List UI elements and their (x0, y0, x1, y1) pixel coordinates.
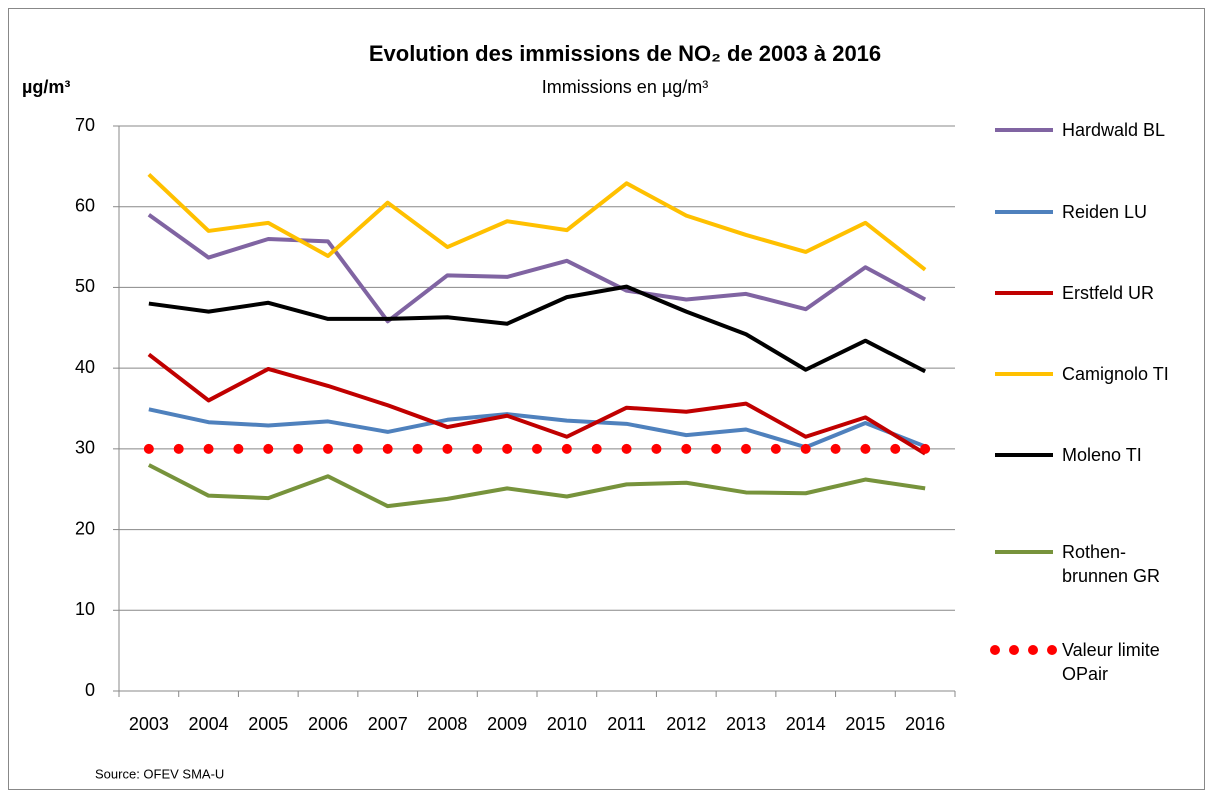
y-tick-label: 10 (75, 599, 95, 619)
legend-entry: Moleno TI (990, 443, 1142, 467)
x-tick-label: 2003 (129, 714, 169, 734)
legend-swatch (995, 453, 1053, 457)
legend-swatch (990, 645, 1058, 655)
y-tick-label: 60 (75, 195, 95, 215)
legend-entry: Reiden LU (990, 200, 1147, 224)
legend-label: Moleno TI (1062, 445, 1142, 465)
x-tick-label: 2009 (487, 714, 527, 734)
source-note: Source: OFEV SMA-U (95, 766, 224, 781)
legend-entry: Hardwald BL (990, 118, 1165, 142)
y-tick-label: 70 (75, 115, 95, 135)
series-line (148, 407, 926, 450)
legend-entry: Valeur limite OPair (990, 638, 1160, 686)
x-tick-label: 2010 (547, 714, 587, 734)
series-line (148, 284, 927, 374)
legend-label: Rothen- brunnen GR (1062, 542, 1161, 586)
legend-label: Erstfeld UR (1062, 283, 1155, 303)
series-line (147, 463, 926, 509)
y-tick-label: 0 (85, 680, 95, 700)
x-tick-label: 2014 (786, 714, 826, 734)
x-tick-label: 2007 (368, 714, 408, 734)
legend-swatch (995, 550, 1053, 554)
y-tick-label: 20 (75, 518, 95, 538)
chart-title: Evolution des immissions de NO₂ de 2003 … (369, 41, 881, 66)
x-tick-label: 2013 (726, 714, 766, 734)
y-axis-label: µg/m³ (22, 77, 70, 97)
y-tick-label: 30 (75, 438, 95, 458)
legend-swatch (995, 210, 1053, 214)
series-line (147, 213, 927, 324)
x-tick-label: 2011 (607, 714, 646, 734)
legend-label: Hardwald BL (1062, 120, 1166, 140)
x-tick-label: 2004 (189, 714, 229, 734)
legend-swatch (995, 291, 1053, 295)
y-tick-label: 40 (75, 357, 95, 377)
y-tick-label: 50 (75, 276, 95, 296)
x-tick-label: 2006 (308, 714, 348, 734)
legend-entry: Erstfeld UR (990, 281, 1154, 305)
x-tick-label: 2015 (845, 714, 885, 734)
series-line (147, 172, 927, 272)
series-line (147, 352, 927, 456)
legend-label: Valeur limite OPair (1062, 640, 1160, 684)
x-tick-label: 2005 (248, 714, 288, 734)
x-tick-label: 2012 (666, 714, 706, 734)
legend-swatch (995, 372, 1053, 376)
x-tick-label: 2016 (905, 714, 945, 734)
legend-entry: Rothen- brunnen GR (990, 540, 1160, 588)
chart-subtitle: Immissions en µg/m³ (542, 77, 708, 97)
legend-swatch (995, 128, 1053, 132)
x-tick-label: 2008 (427, 714, 467, 734)
legend-entry: Camignolo TI (990, 362, 1169, 386)
legend-label: Camignolo TI (1062, 364, 1169, 384)
legend-label: Reiden LU (1062, 202, 1148, 222)
